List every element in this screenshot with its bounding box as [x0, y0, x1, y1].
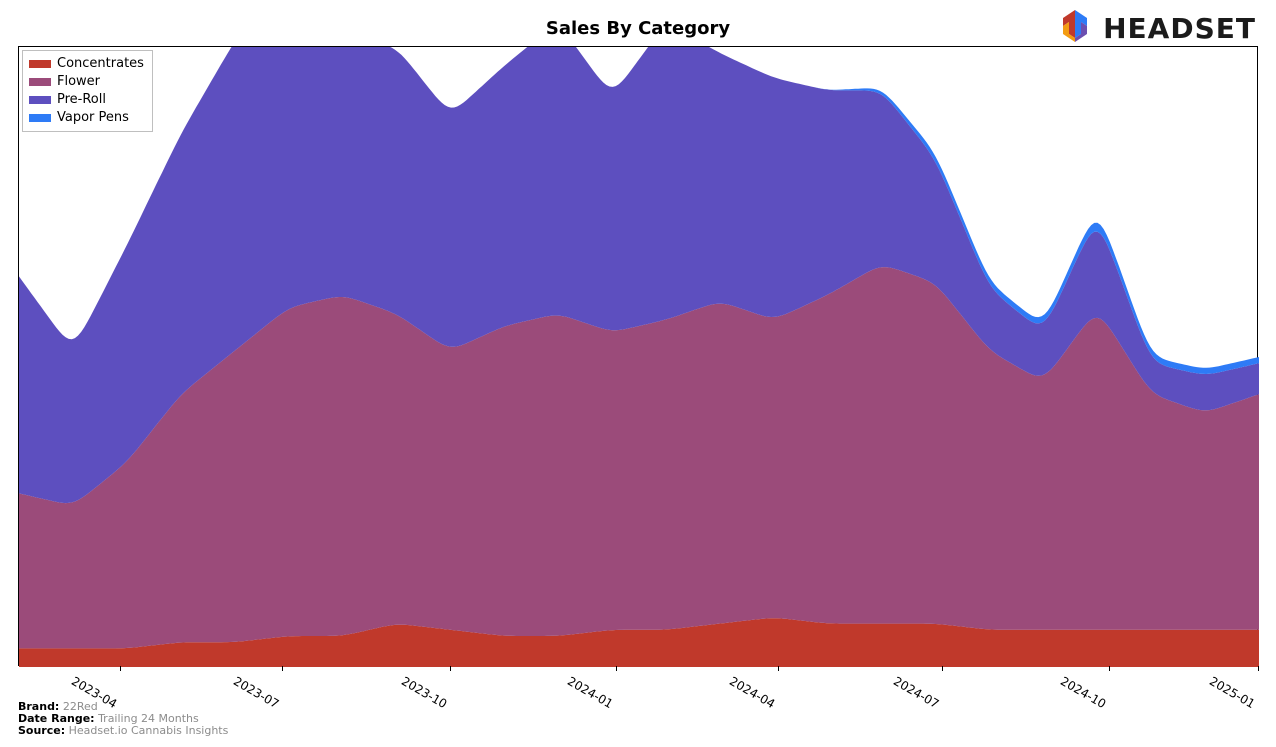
- brand-logo-text: HEADSET: [1103, 12, 1256, 45]
- legend-label: Pre-Roll: [57, 91, 106, 109]
- legend-item-concentrates: Concentrates: [29, 55, 144, 73]
- x-tick-label: 2024-10: [1058, 674, 1108, 711]
- legend-item-pre-roll: Pre-Roll: [29, 91, 144, 109]
- x-tick-label: 2023-07: [231, 674, 281, 711]
- legend-label: Vapor Pens: [57, 109, 129, 127]
- x-tick-label: 2025-01: [1207, 674, 1257, 711]
- x-tick-label: 2024-07: [891, 674, 941, 711]
- legend-swatch: [29, 60, 51, 68]
- x-tick-mark: [120, 666, 121, 671]
- legend-label: Concentrates: [57, 55, 144, 73]
- chart-legend: ConcentratesFlowerPre-RollVapor Pens: [22, 50, 153, 132]
- x-tick-mark: [282, 666, 283, 671]
- legend-swatch: [29, 96, 51, 104]
- x-tick-mark: [1109, 666, 1110, 671]
- chart-footer: Brand: 22Red Date Range: Trailing 24 Mon…: [18, 701, 228, 737]
- legend-swatch: [29, 114, 51, 122]
- legend-item-vapor-pens: Vapor Pens: [29, 109, 144, 127]
- brand-logo: HEADSET: [1055, 6, 1256, 50]
- legend-item-flower: Flower: [29, 73, 144, 91]
- x-tick-label: 2024-04: [727, 674, 777, 711]
- headset-logo-icon: [1055, 6, 1095, 50]
- stacked-area-svg: [19, 47, 1259, 667]
- chart-plot-area: ConcentratesFlowerPre-RollVapor Pens: [18, 46, 1258, 666]
- x-tick-mark: [942, 666, 943, 671]
- x-tick-mark: [616, 666, 617, 671]
- x-tick-mark: [450, 666, 451, 671]
- x-tick-mark: [778, 666, 779, 671]
- footer-source-value: Headset.io Cannabis Insights: [69, 724, 229, 737]
- x-tick-label: 2023-10: [399, 674, 449, 711]
- x-tick-label: 2024-01: [565, 674, 615, 711]
- footer-source-label: Source:: [18, 724, 65, 737]
- x-tick-mark: [1258, 666, 1259, 671]
- legend-label: Flower: [57, 73, 100, 91]
- legend-swatch: [29, 78, 51, 86]
